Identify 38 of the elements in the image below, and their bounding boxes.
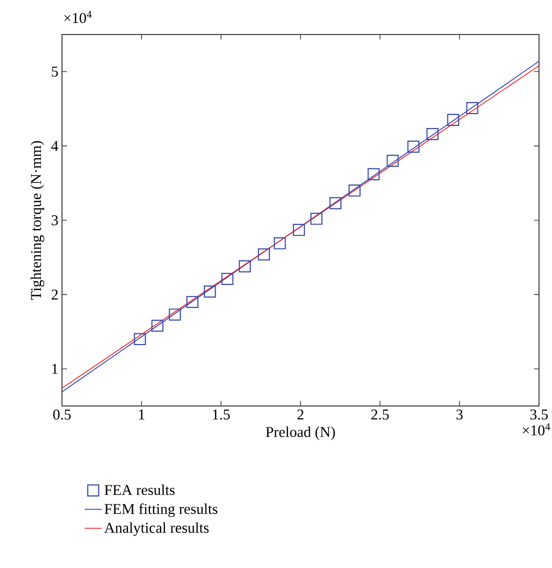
y-axis-title: Tightening torque (N·mm) bbox=[30, 141, 44, 300]
point bbox=[238, 260, 251, 272]
x-tick-label: 3.5 bbox=[530, 410, 548, 420]
y-tick-label: 4 bbox=[51, 141, 58, 151]
point bbox=[368, 168, 380, 180]
y-tick-label: 2 bbox=[52, 290, 58, 300]
y-tick-label: 3 bbox=[52, 215, 58, 226]
point bbox=[407, 140, 420, 153]
x-tick-label: 3 bbox=[456, 410, 463, 420]
x-tick-label: 1 bbox=[139, 410, 144, 420]
y-tick-label: 1 bbox=[52, 364, 58, 374]
point bbox=[386, 154, 399, 167]
point bbox=[348, 184, 361, 197]
legend-label: Analytical results bbox=[104, 522, 209, 536]
point bbox=[329, 197, 342, 210]
point bbox=[274, 237, 286, 250]
point bbox=[186, 296, 198, 308]
text: ×10$^{4}$ bbox=[522, 423, 550, 436]
point bbox=[151, 320, 164, 332]
point bbox=[134, 333, 146, 346]
point bbox=[221, 272, 234, 285]
point bbox=[426, 128, 439, 140]
x-tick-label: 1.5 bbox=[212, 410, 230, 420]
text: ×10$^{4}$ bbox=[64, 10, 92, 24]
x-tick-label: 2.5 bbox=[371, 410, 389, 420]
x-axis-title: Preload (N) bbox=[266, 426, 335, 440]
point bbox=[447, 114, 460, 126]
x-tick-label: 0.5 bbox=[53, 410, 71, 420]
point bbox=[204, 286, 216, 298]
point bbox=[168, 308, 181, 321]
point bbox=[310, 212, 322, 225]
legend-label: FEA results bbox=[104, 484, 175, 495]
y-tick-label: 5 bbox=[52, 66, 58, 77]
legend-label: FEM fitting results bbox=[104, 503, 218, 518]
point bbox=[258, 248, 270, 260]
point bbox=[292, 224, 305, 236]
point bbox=[466, 102, 478, 114]
x-tick-label: 2 bbox=[297, 410, 304, 420]
